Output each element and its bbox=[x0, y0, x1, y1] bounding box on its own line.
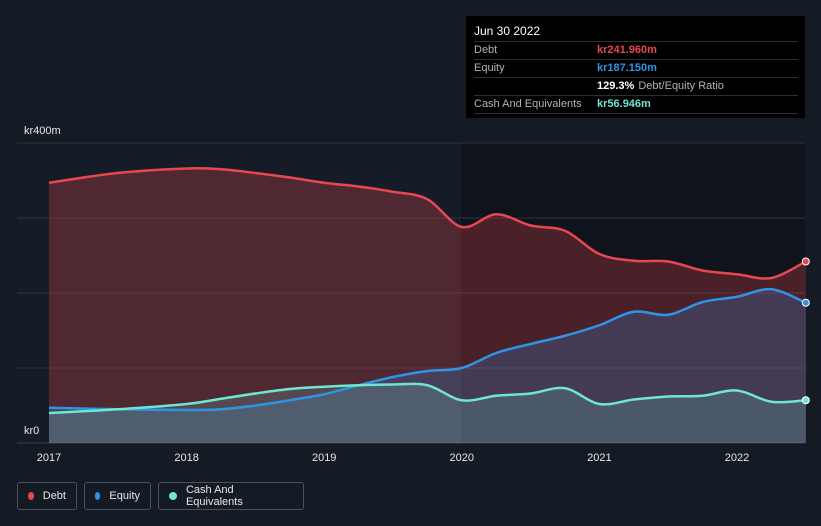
x-tick-label: 2020 bbox=[450, 452, 474, 464]
legend-equity-label: Equity bbox=[109, 490, 140, 502]
gridlines bbox=[17, 142, 805, 444]
tooltip-equity-label: Equity bbox=[474, 62, 505, 74]
series-areas bbox=[49, 168, 806, 443]
legend-debt[interactable]: Debt bbox=[17, 482, 77, 510]
data-tooltip: Jun 30 2022 Debt kr241.960m Equity kr187… bbox=[466, 16, 805, 118]
line-debt bbox=[48, 166, 807, 280]
line-equity bbox=[48, 287, 807, 412]
line-cash-and-equivalents bbox=[48, 382, 806, 415]
tooltip-row-debt: Debt kr241.960m bbox=[474, 41, 798, 59]
series-lines bbox=[48, 166, 807, 415]
legend-equity[interactable]: Equity bbox=[84, 482, 151, 510]
legend-equity-dot bbox=[95, 492, 101, 500]
x-tick-label: 2022 bbox=[725, 452, 749, 464]
tooltip-ratio-value: 129.3% bbox=[597, 80, 635, 92]
y-axis-top-label: kr400m bbox=[24, 125, 61, 137]
tooltip-row-ratio: 129.3% Debt/Equity Ratio bbox=[474, 77, 798, 95]
legend-debt-label: Debt bbox=[42, 490, 66, 502]
x-tick-label: 2018 bbox=[174, 452, 198, 464]
x-tick-label: 2021 bbox=[587, 452, 611, 464]
legend-cash[interactable]: Cash And Equivalents bbox=[158, 482, 304, 510]
area-debt bbox=[49, 168, 806, 443]
legend-cash-dot bbox=[169, 492, 177, 500]
tooltip-debt-value: kr241.960m bbox=[597, 44, 657, 56]
tooltip-row-cash: Cash And Equivalents kr56.946m bbox=[474, 95, 798, 114]
tooltip-cash-label: Cash And Equivalents bbox=[474, 98, 582, 110]
x-tick-label: 2017 bbox=[37, 452, 61, 464]
tooltip-date: Jun 30 2022 bbox=[474, 24, 541, 38]
legend-debt-dot bbox=[28, 492, 34, 500]
series-end-markers bbox=[801, 257, 810, 405]
x-tick-label: 2019 bbox=[312, 452, 336, 464]
legend-cash-label: Cash And Equivalents bbox=[185, 484, 243, 508]
tooltip-ratio-label bbox=[474, 78, 597, 95]
area-cash-and-equivalents bbox=[49, 383, 806, 443]
tooltip-row-equity: Equity kr187.150m bbox=[474, 59, 798, 77]
tooltip-equity-value: kr187.150m bbox=[597, 62, 657, 74]
tooltip-debt-label: Debt bbox=[474, 44, 498, 56]
marker-cash-and-equivalents bbox=[801, 396, 810, 405]
marker-equity bbox=[801, 298, 810, 307]
tooltip-ratio-caption: Debt/Equity Ratio bbox=[638, 80, 724, 92]
area-equity bbox=[49, 289, 806, 443]
tooltip-cash-value: kr56.946m bbox=[597, 98, 651, 110]
x-axis-ticks: 2017 2018 2019 2020 2021 2022 bbox=[37, 452, 749, 464]
y-axis-bottom-label: kr0 bbox=[24, 425, 40, 437]
marker-debt bbox=[801, 257, 810, 266]
